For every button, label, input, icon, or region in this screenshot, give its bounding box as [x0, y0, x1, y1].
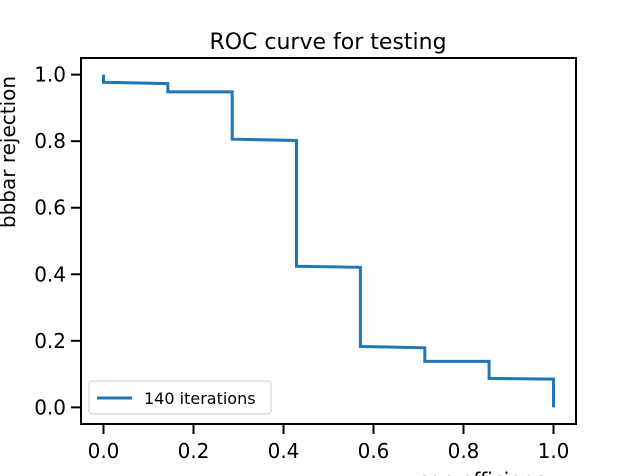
- y-tick-label: 0.2: [34, 329, 66, 353]
- legend-label: 140 iterations: [144, 389, 256, 408]
- y-tick-label: 0.8: [34, 129, 66, 153]
- x-tick-label: 1.0: [538, 439, 570, 463]
- x-tick-label: 0.2: [178, 439, 210, 463]
- series-line-0: [102, 74, 555, 408]
- y-axis-ticks: 0.0 0.2 0.4 0.6 0.8 1.0: [34, 63, 81, 419]
- y-tick-label: 0.0: [34, 395, 66, 419]
- x-tick-label: 0.0: [88, 439, 120, 463]
- legend-box: [88, 380, 272, 415]
- series-layer: [102, 74, 555, 408]
- y-tick-label: 1.0: [34, 63, 66, 87]
- y-axis-title: bbbar rejection: [0, 76, 20, 228]
- plot-frame: [80, 57, 577, 425]
- x-axis-ticks: 0.0 0.2 0.4 0.6 0.8 1.0: [88, 424, 570, 463]
- y-tick-label: 0.6: [34, 196, 66, 220]
- x-tick-label: 0.4: [268, 439, 300, 463]
- y-tick-label: 0.4: [34, 262, 66, 286]
- legend: 140 iterations: [88, 380, 272, 415]
- x-tick-label: 0.6: [358, 439, 390, 463]
- x-axis-title: sgn efficiency: [419, 468, 557, 476]
- chart-title: ROC curve for testing: [209, 30, 446, 55]
- x-tick-label: 0.8: [448, 439, 480, 463]
